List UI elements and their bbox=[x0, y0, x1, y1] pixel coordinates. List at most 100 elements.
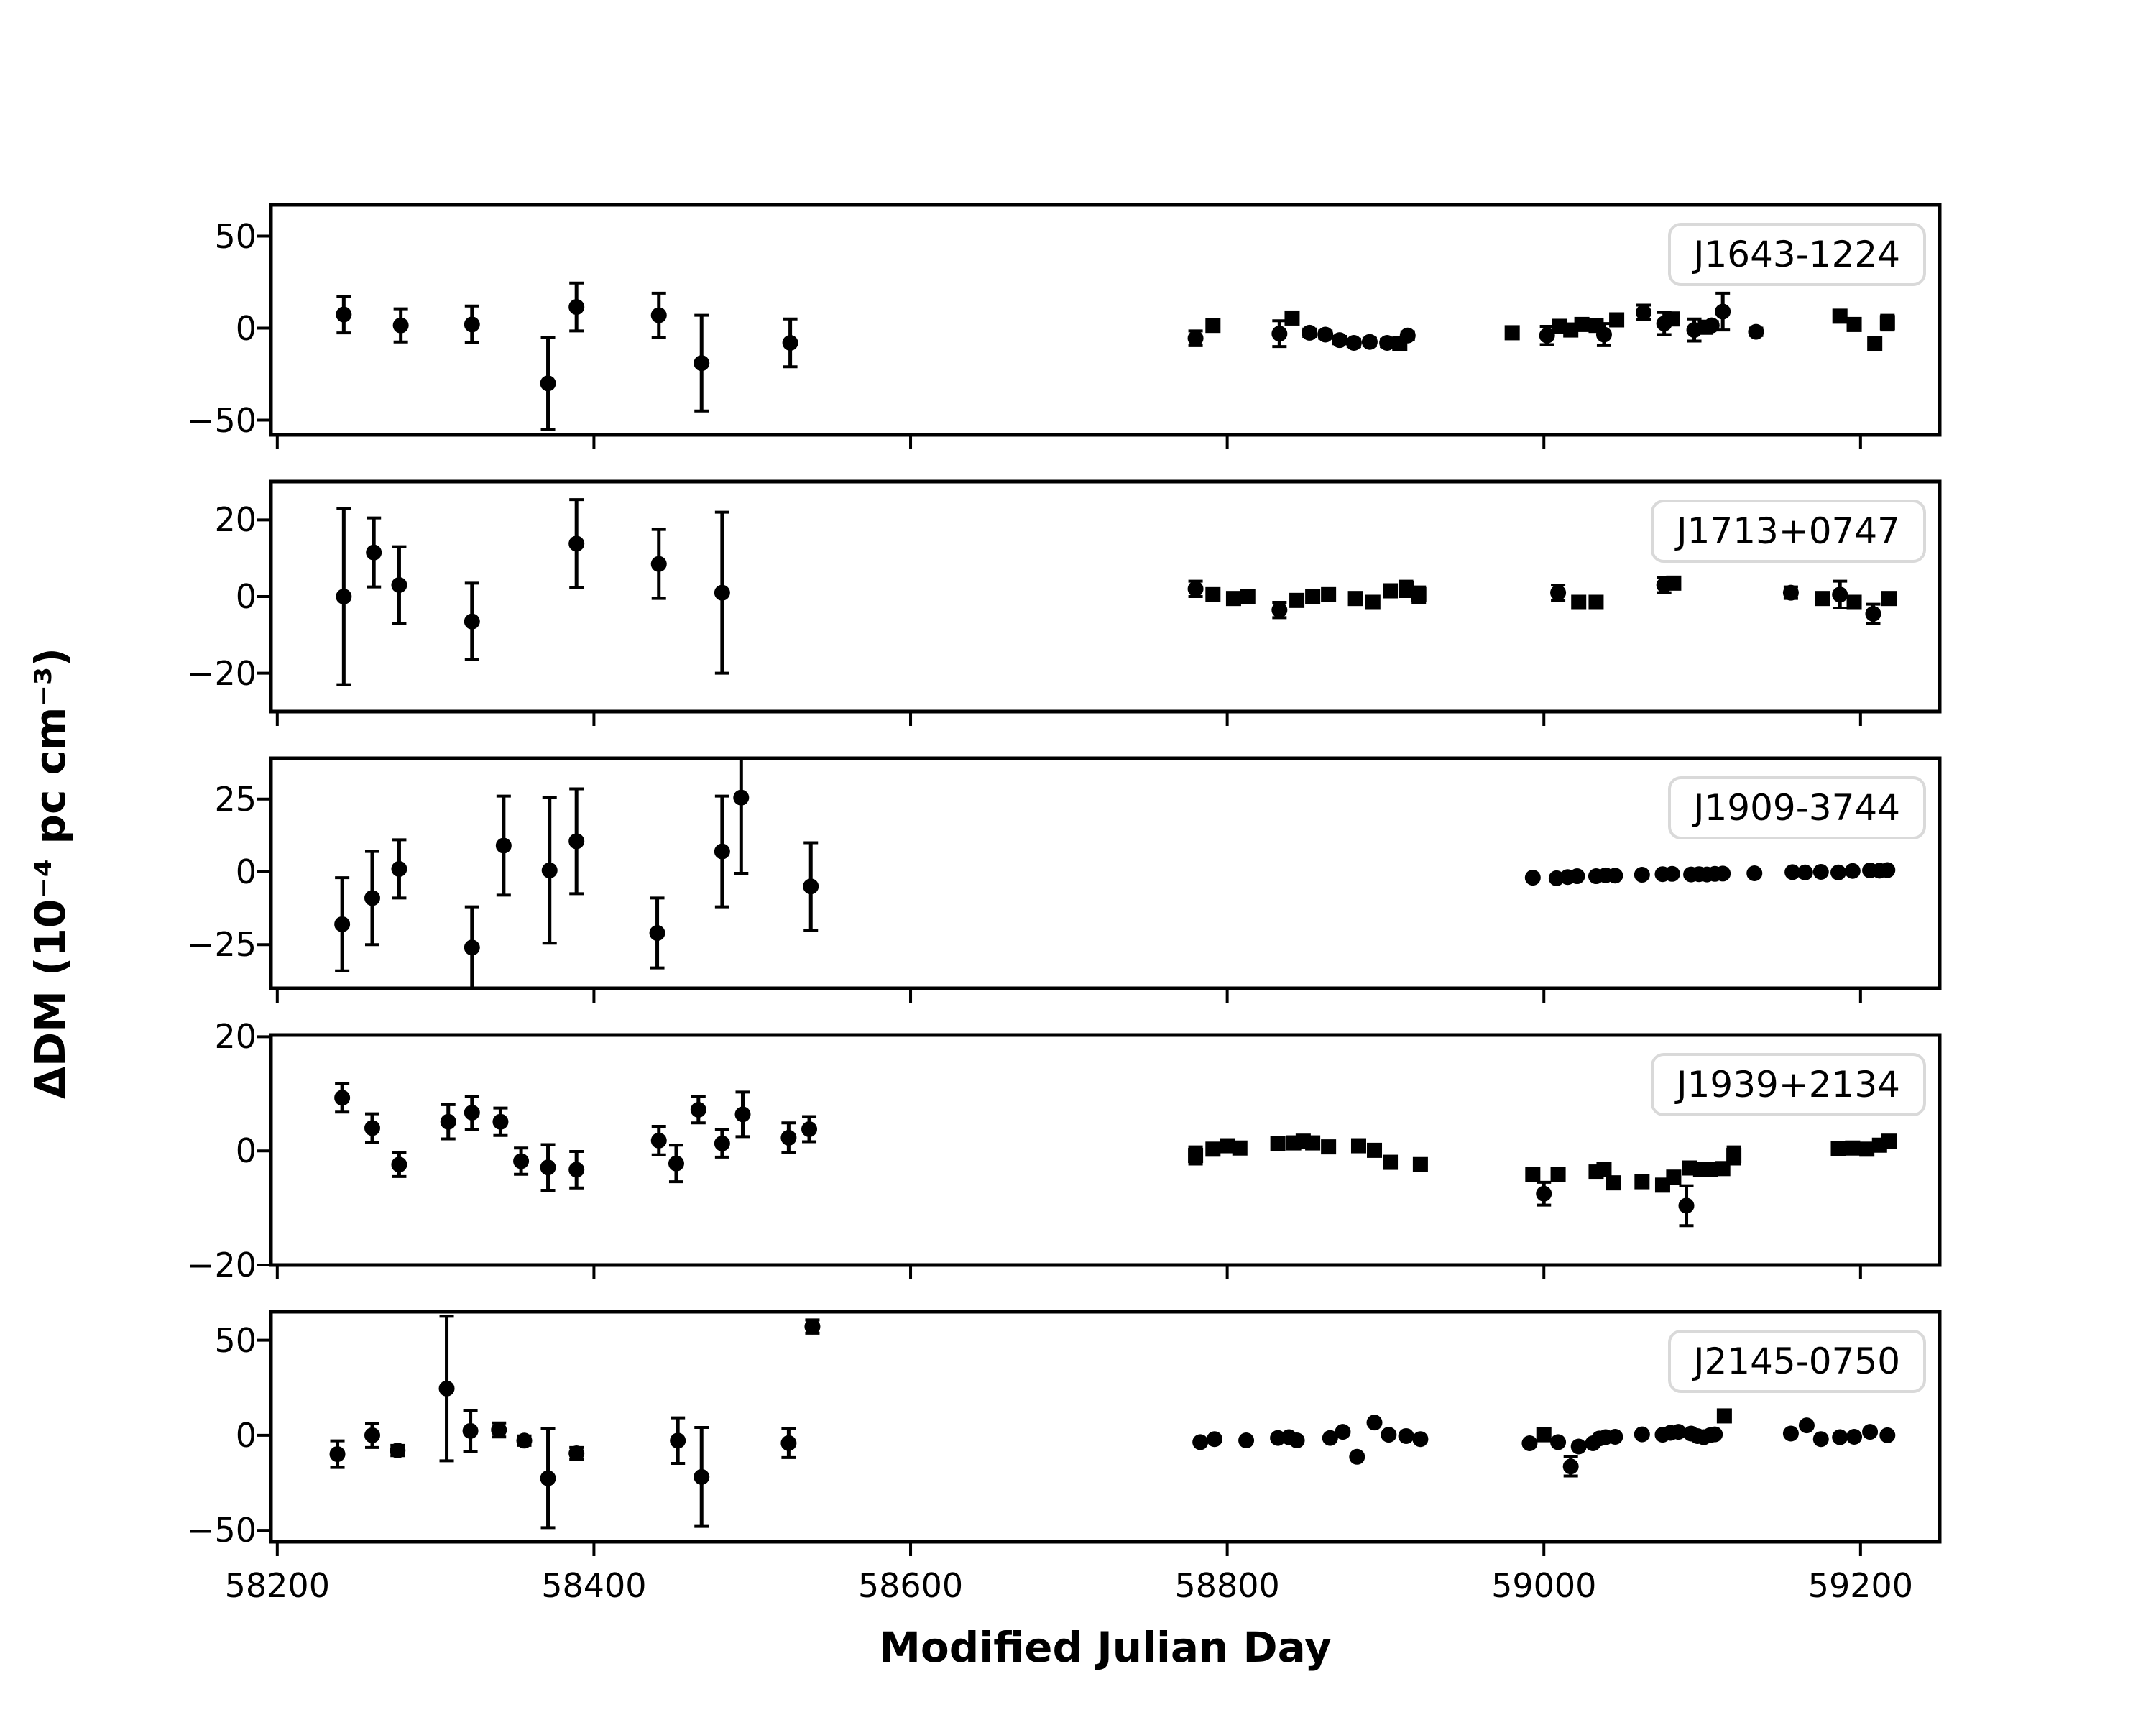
data-point bbox=[1879, 1427, 1896, 1443]
data-point bbox=[366, 544, 382, 561]
y-tick-label: 0 bbox=[235, 1131, 257, 1171]
data-point bbox=[329, 1446, 346, 1463]
data-point bbox=[516, 1432, 533, 1449]
data-point bbox=[540, 375, 556, 392]
data-point bbox=[1846, 316, 1862, 332]
data-point bbox=[1562, 1458, 1579, 1475]
data-point bbox=[1664, 865, 1680, 882]
x-axis-label: Modified Julian Day bbox=[879, 1623, 1332, 1672]
data-point bbox=[1715, 303, 1731, 320]
data-point bbox=[1366, 1414, 1383, 1431]
data-point bbox=[1726, 1148, 1742, 1164]
y-tick-label: −50 bbox=[186, 1511, 257, 1550]
panel-border bbox=[269, 1310, 1942, 1544]
data-point bbox=[1832, 308, 1848, 324]
data-point bbox=[1574, 316, 1590, 332]
data-point bbox=[650, 1132, 667, 1149]
data-point bbox=[1867, 336, 1883, 351]
panel-border bbox=[269, 479, 1942, 714]
data-point bbox=[668, 1155, 684, 1172]
data-point bbox=[1361, 334, 1378, 350]
data-point bbox=[568, 1162, 585, 1178]
y-tick-label: 0 bbox=[235, 852, 257, 891]
x-tick-label: 58800 bbox=[1174, 1566, 1280, 1605]
data-point bbox=[1716, 1408, 1732, 1424]
data-point bbox=[1830, 864, 1847, 880]
data-point bbox=[1270, 1136, 1286, 1151]
data-point bbox=[1332, 332, 1348, 349]
data-point bbox=[714, 843, 730, 860]
data-point bbox=[540, 1470, 556, 1486]
data-point bbox=[1238, 1432, 1255, 1449]
data-point bbox=[1595, 326, 1612, 343]
data-point bbox=[1707, 1426, 1723, 1443]
x-tick-label: 59200 bbox=[1807, 1566, 1914, 1605]
data-point bbox=[1383, 583, 1399, 599]
data-point bbox=[1398, 1427, 1414, 1444]
data-point bbox=[391, 1156, 407, 1173]
data-point bbox=[1830, 1141, 1846, 1156]
y-tick-label: 20 bbox=[214, 500, 257, 540]
panel-border bbox=[269, 203, 1942, 437]
data-point bbox=[1381, 1427, 1397, 1443]
data-point bbox=[1703, 1162, 1718, 1177]
x-tick-label: 58600 bbox=[857, 1566, 964, 1605]
data-point bbox=[1588, 594, 1604, 610]
data-point bbox=[1205, 1141, 1221, 1157]
data-point bbox=[364, 1427, 380, 1443]
data-point bbox=[336, 589, 352, 604]
data-point bbox=[1844, 862, 1861, 879]
data-point bbox=[649, 925, 665, 942]
data-point bbox=[1879, 862, 1896, 878]
data-point bbox=[1188, 1148, 1204, 1164]
data-point bbox=[1846, 1429, 1863, 1445]
data-point bbox=[694, 1468, 710, 1485]
panel-title-3: J1909-3744 bbox=[1667, 776, 1926, 840]
data-point bbox=[1570, 1438, 1587, 1455]
y-tick-label: 0 bbox=[235, 308, 257, 348]
data-point bbox=[782, 335, 798, 351]
data-point bbox=[780, 1435, 797, 1451]
y-tick-label: 20 bbox=[214, 1017, 257, 1057]
data-point bbox=[650, 307, 667, 323]
data-point bbox=[1596, 1162, 1612, 1177]
data-point bbox=[1845, 1140, 1861, 1156]
panel-data-layer bbox=[334, 758, 1896, 988]
data-point bbox=[1664, 311, 1680, 327]
data-point bbox=[733, 789, 750, 806]
data-point bbox=[464, 1104, 480, 1121]
panel-title-4: J1939+2134 bbox=[1650, 1053, 1926, 1116]
data-point bbox=[803, 878, 819, 895]
data-point bbox=[438, 1380, 455, 1397]
data-point bbox=[1812, 1431, 1829, 1448]
data-point bbox=[1187, 330, 1204, 346]
panel-J1939+2134 bbox=[257, 1033, 1942, 1279]
data-point bbox=[1349, 1448, 1365, 1465]
data-point bbox=[1536, 1427, 1552, 1443]
data-point bbox=[1607, 868, 1623, 884]
data-point bbox=[1365, 594, 1381, 610]
data-point bbox=[1666, 575, 1682, 591]
data-point bbox=[1321, 586, 1337, 602]
y-tick-label: −25 bbox=[186, 925, 257, 965]
data-point bbox=[1550, 1434, 1567, 1450]
data-point bbox=[1784, 864, 1801, 880]
data-point bbox=[1412, 1431, 1429, 1448]
data-point bbox=[1412, 1156, 1428, 1172]
data-point bbox=[464, 613, 480, 630]
data-point bbox=[568, 535, 585, 552]
data-point bbox=[1846, 594, 1862, 610]
panel-border bbox=[269, 756, 1942, 990]
data-point bbox=[391, 860, 407, 877]
data-point bbox=[464, 316, 480, 333]
data-point bbox=[1606, 1175, 1621, 1191]
data-point bbox=[1284, 310, 1300, 326]
y-tick-label: 50 bbox=[214, 216, 257, 256]
data-point bbox=[1832, 586, 1848, 603]
data-point bbox=[1746, 865, 1763, 881]
data-point bbox=[334, 916, 351, 932]
data-point bbox=[1607, 1429, 1623, 1445]
data-point bbox=[1550, 1167, 1566, 1182]
data-point bbox=[1411, 586, 1427, 602]
